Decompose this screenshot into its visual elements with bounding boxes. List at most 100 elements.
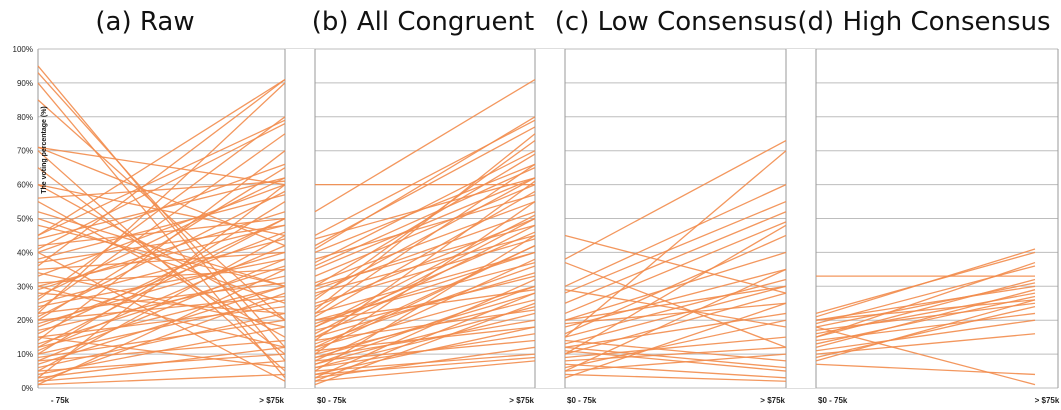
- y-tick-label: 40%: [17, 248, 33, 257]
- series-line: [314, 194, 536, 260]
- panel-gap: [285, 49, 315, 388]
- series-line: [37, 217, 286, 304]
- y-axis-label: The voting percentage (%): [41, 106, 48, 194]
- series-line: [314, 231, 536, 328]
- series-line: [314, 167, 536, 267]
- series-line: [815, 299, 1036, 362]
- series-line: [37, 116, 286, 301]
- series-line: [314, 201, 536, 355]
- y-tick-label: 20%: [17, 316, 33, 325]
- series-line: [37, 184, 286, 379]
- series-line: [815, 302, 1036, 332]
- series-line: [314, 183, 536, 277]
- series-line: [314, 326, 536, 352]
- series-line: [564, 363, 787, 379]
- x-tick-label: $0 - 75k: [567, 396, 597, 405]
- series-line: [37, 336, 286, 369]
- series-line: [815, 265, 1036, 325]
- x-tick-label: - 75k: [51, 396, 70, 405]
- series-line: [37, 265, 286, 345]
- series-line: [37, 272, 286, 328]
- series-line: [314, 356, 536, 376]
- series-line: [564, 346, 787, 369]
- series-line: [314, 258, 536, 362]
- series-line: [815, 363, 1036, 376]
- y-tick-label: 70%: [17, 147, 33, 156]
- series-line: [815, 278, 1036, 338]
- grid: [37, 48, 1059, 389]
- x-tick-label: > $75k: [509, 396, 534, 405]
- series-line: [314, 245, 536, 348]
- series-line: [815, 319, 1036, 352]
- series-line: [314, 116, 536, 250]
- series-line: [314, 190, 536, 318]
- series-line: [564, 261, 787, 348]
- x-tick-label: > $75k: [1035, 396, 1060, 405]
- series-line: [37, 231, 286, 328]
- y-tick-label: 0%: [21, 384, 33, 393]
- series-line: [564, 312, 787, 348]
- series-line: [37, 234, 286, 372]
- series-line: [37, 200, 286, 338]
- series-line: [564, 268, 787, 372]
- series-line: [314, 360, 536, 382]
- series-line: [37, 78, 286, 267]
- series-line: [815, 306, 1036, 359]
- panel-title: (c) Low Consensus: [555, 7, 797, 37]
- series-line: [314, 180, 536, 342]
- panel-title: (a) Raw: [95, 7, 194, 37]
- panel-title: (b) All Congruent: [312, 7, 534, 37]
- series-line: [314, 163, 536, 254]
- panel-title: (d) High Consensus: [797, 7, 1050, 37]
- series-line: [564, 234, 787, 335]
- series-line: [314, 133, 536, 311]
- series-line: [314, 214, 536, 328]
- series-line: [37, 184, 286, 321]
- y-tick-label: 80%: [17, 113, 33, 122]
- panel-4: (d) High Consensus $0 - 75k > $75k: [797, 7, 1060, 405]
- series-line: [815, 282, 1036, 328]
- series-line: [314, 289, 536, 321]
- series-line: [37, 200, 286, 355]
- y-ticks: 0% 10% 20% 30% 40% 50% 60% 70% 80% 90% 100%: [13, 45, 33, 393]
- series-line: [564, 285, 787, 345]
- series-line: [37, 82, 286, 314]
- series-line: [314, 126, 536, 247]
- series-line: [37, 150, 286, 342]
- x-tick-label: > $75k: [760, 396, 785, 405]
- series-line: [37, 373, 286, 386]
- series-line: [37, 360, 286, 382]
- series-line: [314, 299, 536, 355]
- series-line: [564, 150, 787, 338]
- series-line: [564, 221, 787, 315]
- series-line: [37, 146, 286, 247]
- x-tick-label: > $75k: [259, 396, 284, 405]
- series-line: [37, 78, 286, 236]
- series-line: [564, 211, 787, 304]
- series-line: [314, 312, 536, 369]
- panel-1: (a) Raw - 75k > $75k: [37, 7, 286, 405]
- series-line: [37, 292, 286, 382]
- series-line: [37, 167, 286, 321]
- series-line: [314, 346, 536, 379]
- series-line: [815, 261, 1036, 338]
- panel-2: (b) All Congruent $0 - 75k > $75k: [312, 7, 536, 405]
- series-line: [314, 306, 536, 365]
- series-line: [314, 78, 536, 213]
- series-line: [37, 285, 286, 365]
- x-tick-label: $0 - 75k: [818, 396, 848, 405]
- series-line: [815, 248, 1036, 318]
- series-line: [314, 292, 536, 382]
- panel-gap: [786, 49, 816, 388]
- series-line: [564, 200, 787, 294]
- series-line: [564, 302, 787, 379]
- series-line: [37, 119, 286, 237]
- series-line: [37, 194, 286, 260]
- series-line: [37, 217, 286, 335]
- x-tick-label: $0 - 75k: [317, 396, 347, 405]
- series-line: [564, 319, 787, 369]
- series-line: [37, 177, 286, 298]
- series-line: [564, 251, 787, 321]
- series-line: [815, 326, 1036, 386]
